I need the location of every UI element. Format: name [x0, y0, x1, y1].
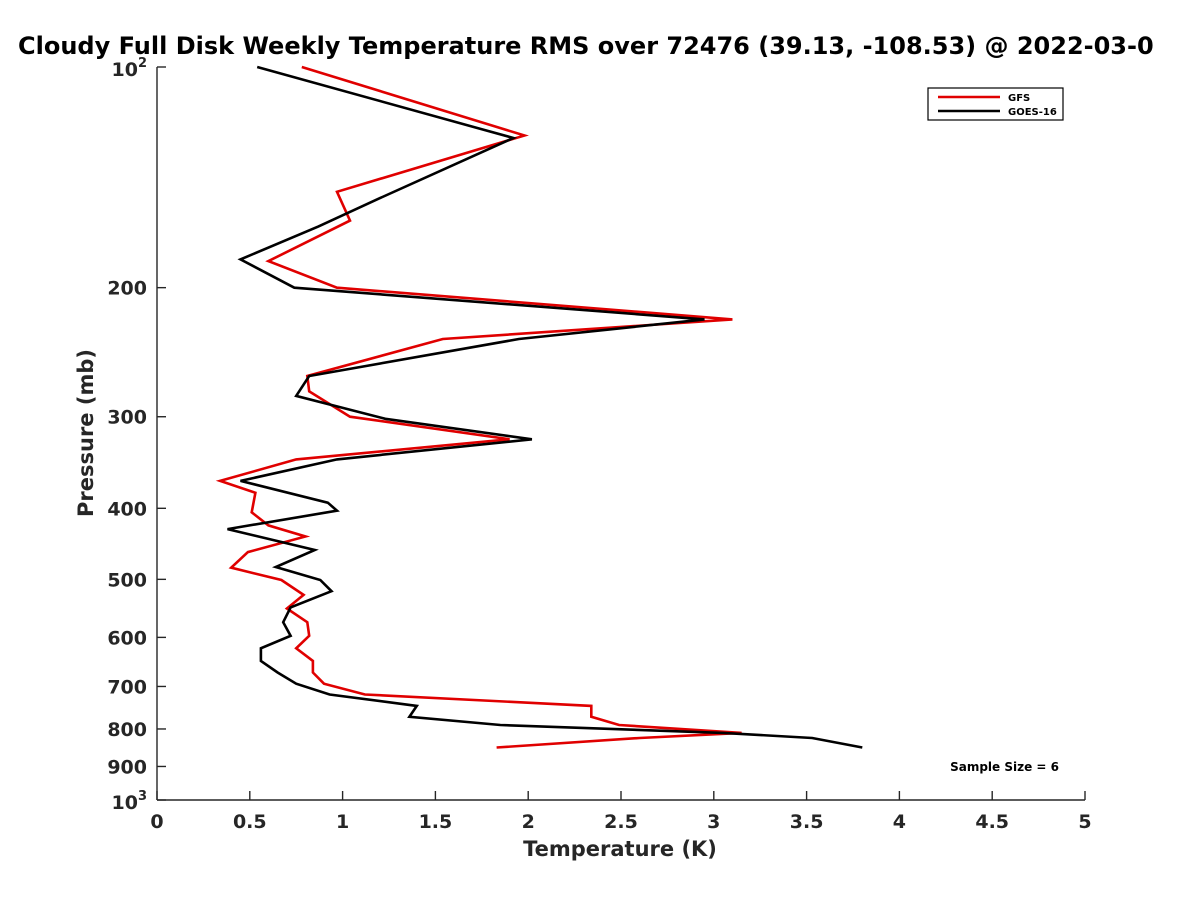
- sample-size-annotation: Sample Size = 6: [950, 760, 1059, 774]
- y-tick-label: 600: [107, 627, 147, 649]
- legend-box: [927, 87, 1064, 121]
- x-tick-label: 0.5: [233, 811, 267, 833]
- y-tick-label: 800: [107, 719, 147, 741]
- x-tick-label: 3.5: [790, 811, 824, 833]
- y-tick-label: 900: [107, 756, 147, 778]
- legend-label-goes-16: GOES-16: [1008, 107, 1057, 118]
- legend: GFS GOES-16: [927, 87, 1064, 121]
- x-tick-label: 4.5: [975, 811, 1009, 833]
- y-tick-label: 400: [107, 498, 147, 520]
- series-line-gfs: [215, 65, 742, 749]
- y-tick-label: 500: [107, 569, 147, 591]
- x-tick-label: 1: [336, 811, 349, 833]
- chart-title: Cloudy Full Disk Weekly Temperature RMS …: [18, 32, 1154, 60]
- series-lines: [215, 65, 863, 749]
- x-tick-label: 5: [1078, 811, 1091, 833]
- x-tick-label: 4: [893, 811, 906, 833]
- x-axis-label: Temperature (K): [523, 837, 717, 861]
- y-tick-label: 103: [112, 789, 148, 814]
- y-tick-label: 200: [107, 278, 147, 300]
- series-line-goes-16: [227, 65, 863, 749]
- x-tick-label: 0: [150, 811, 163, 833]
- axes: 0 0.5 1 1.5 2 2.5 3 3.5 4 4.5 51022003004005006007…: [107, 56, 1091, 833]
- x-tick-label: 2.5: [604, 811, 638, 833]
- legend-label-gfs: GFS: [1008, 93, 1030, 104]
- y-tick-label: 300: [107, 407, 147, 429]
- x-tick-label: 1.5: [419, 811, 453, 833]
- x-tick-label: 2: [522, 811, 535, 833]
- x-tick-label: 3: [707, 811, 720, 833]
- y-axis-label: Pressure (mb): [74, 349, 98, 517]
- y-tick-label: 700: [107, 676, 147, 698]
